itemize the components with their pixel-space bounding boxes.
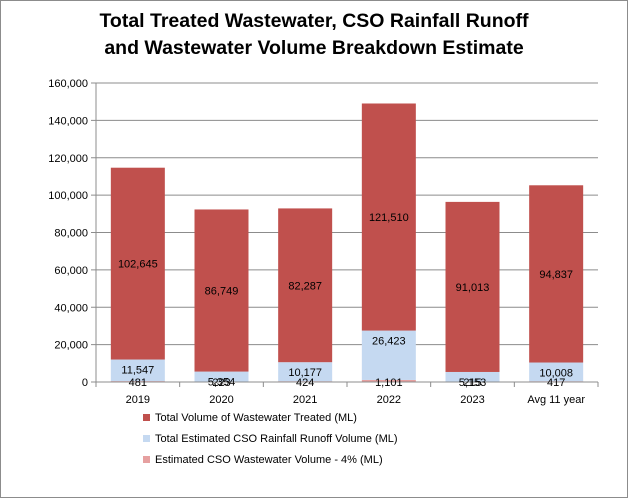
- x-tick-label: 2023: [460, 394, 484, 406]
- chart-title-line-2: and Wastewater Volume Breakdown Estimate: [104, 37, 524, 59]
- data-label: 10,008: [539, 368, 573, 380]
- bar-segment: [361, 330, 416, 380]
- y-tick-label: 20,000: [54, 340, 88, 352]
- data-label: 11,547: [121, 365, 154, 377]
- data-label: 223: [212, 377, 230, 389]
- data-label: 10,177: [288, 367, 322, 379]
- bar-segment: [278, 362, 333, 382]
- x-tick-label: 2020: [209, 394, 233, 406]
- data-label: 82,287: [288, 280, 322, 292]
- bar-segment: [529, 362, 584, 382]
- legend-label: Estimated CSO Wastewater Volume - 4% (ML…: [155, 454, 383, 466]
- data-label: 481: [129, 377, 147, 389]
- x-tick-label: 2019: [126, 394, 150, 406]
- data-label: 5,153: [459, 377, 487, 389]
- bar-segment: [194, 209, 249, 372]
- legend-swatch: [143, 456, 150, 463]
- bar-segment: [194, 371, 249, 382]
- axis-layer: 0 20,000 40,000 60,000 80,000 100,000 120,000 1…: [48, 78, 599, 406]
- y-tick-label: 100,000: [48, 190, 88, 202]
- bar-segment: [445, 371, 500, 382]
- y-tick-label: 60,000: [54, 265, 88, 277]
- data-label: 86,749: [205, 286, 239, 298]
- data-label: 5,354: [208, 377, 236, 389]
- data-label: 102,645: [118, 259, 158, 271]
- chart-title-line-1: Total Treated Wastewater, CSO Rainfall R…: [99, 10, 529, 32]
- bar-segment: [110, 359, 165, 382]
- data-label: 94,837: [539, 269, 573, 281]
- legend-swatch: [143, 435, 150, 442]
- data-label: 1,101: [375, 377, 403, 389]
- x-tick-label: 2022: [377, 394, 401, 406]
- grid-layer: [96, 82, 598, 346]
- bar-segment: [445, 201, 500, 372]
- y-tick-label: 160,000: [48, 78, 88, 90]
- bar-segment: [529, 185, 584, 363]
- legend-label: Total Estimated CSO Rainfall Runoff Volu…: [155, 433, 398, 445]
- data-label: 91,013: [456, 282, 490, 294]
- data-label: 121,510: [369, 212, 409, 224]
- legend: Total Volume of Wastewater Treated (ML) T…: [143, 412, 398, 466]
- data-label: 424: [296, 377, 314, 389]
- bar-segment: [361, 379, 416, 382]
- legend-label: Total Volume of Wastewater Treated (ML): [155, 412, 357, 424]
- y-tick-label: 80,000: [54, 228, 88, 240]
- x-tick-label: 2021: [293, 394, 317, 406]
- bar-segment: [110, 167, 165, 360]
- y-tick-label: 0: [82, 377, 88, 389]
- legend-swatch: [143, 414, 150, 421]
- data-label: 215: [463, 377, 481, 389]
- bar-layer: [110, 103, 584, 382]
- data-label: 417: [547, 377, 565, 389]
- y-tick-label: 140,000: [48, 115, 88, 127]
- chart-title: Total Treated Wastewater, CSO Rainfall R…: [0, 8, 628, 62]
- x-tick-label: Avg 11 year: [527, 394, 585, 406]
- bar-segment: [278, 208, 333, 363]
- bar-segment: [361, 103, 416, 331]
- y-tick-label: 40,000: [54, 302, 88, 314]
- data-label: 26,423: [372, 336, 406, 348]
- y-tick-label: 120,000: [48, 153, 88, 165]
